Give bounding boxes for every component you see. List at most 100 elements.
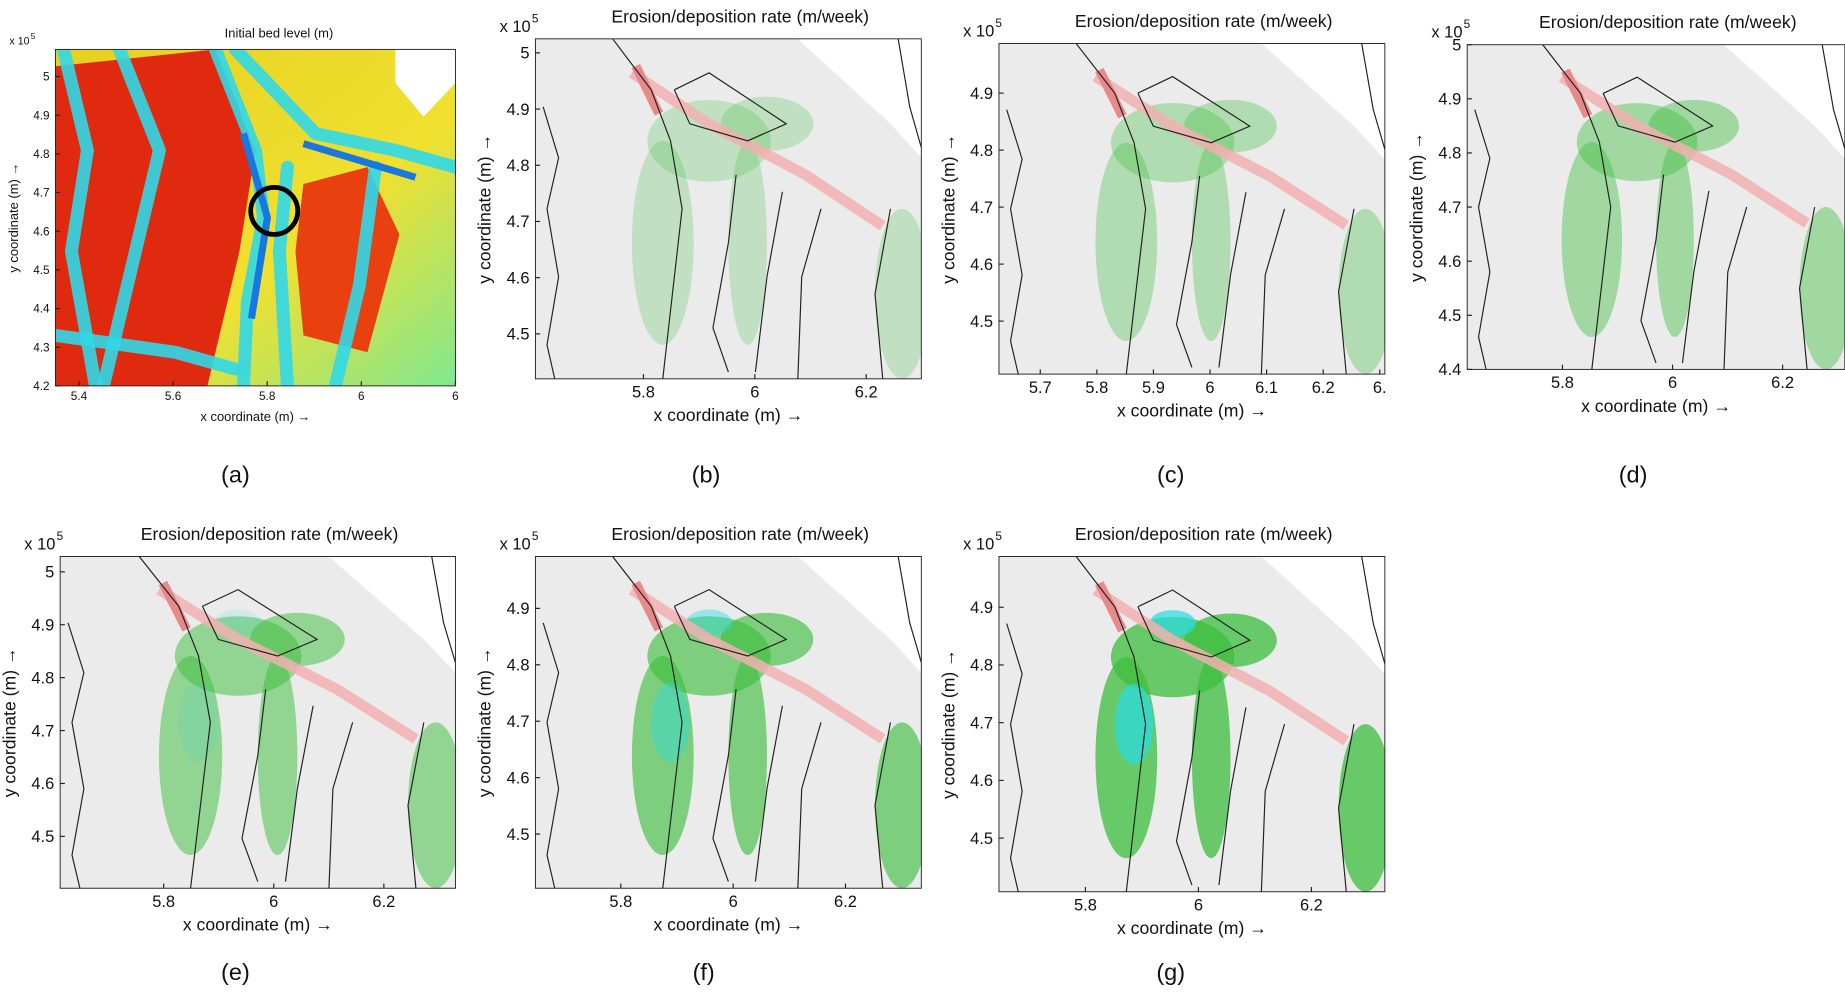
y-tick-label: 4.6 [970,256,993,274]
axis-exponent-power: 5 [532,12,539,25]
x-tick-label: 5.8 [259,390,276,403]
strong-deposition [651,682,690,763]
panel-caption: (a) [221,461,250,487]
x-tick-label: 5.4 [71,390,88,403]
plot-frame [534,556,922,889]
y-tick-label: 4.5 [507,826,530,844]
deposition-area [728,656,767,856]
contour-line [797,208,822,379]
y-axis-label: y coordinate (m) → [6,163,21,273]
y-tick-label: 4.9 [507,101,530,119]
plot-frame [59,556,456,889]
erosion-streak [629,585,886,744]
y-tick-label: 4.7 [970,199,993,217]
deposition-area [1561,142,1623,337]
map-image [55,49,456,386]
axis-exponent: x 10 [500,535,531,553]
contour-line [407,722,425,889]
contour-line [1218,192,1247,368]
x-tick-label: 6. [1373,379,1387,397]
bed-low [395,49,456,117]
contour-line [1681,190,1710,363]
contour-line [1260,208,1286,375]
y-tick-label: 4.5 [970,830,993,848]
y-axis-label: y coordinate (m) → [1407,132,1427,282]
contour-line [754,705,783,882]
y-tick-label: 4.5 [33,264,50,277]
contour-line [1798,206,1816,370]
deposition-area [1799,207,1845,370]
axis-exponent-power: 5 [31,32,36,41]
deposition-area [408,722,456,889]
y-tick-label: 5 [520,45,529,63]
x-tick-label: 5.7 [1029,379,1052,397]
deposition-area [1576,103,1698,182]
axis-exponent-power: 5 [57,530,64,543]
panel-caption: (c) [1157,461,1184,487]
x-tick-label: 6.2 [855,384,878,402]
erosion-streak [1092,585,1350,746]
deposition-area [158,656,223,856]
channel [272,160,294,386]
contour-line [328,722,354,889]
contour-line [897,38,922,148]
y-tick-label: 4.5 [970,313,993,331]
deposition-area [1110,103,1235,183]
contour-line [542,106,560,379]
contour-line [1175,690,1201,886]
x-axis-label: x coordinate (m) → [653,915,803,935]
x-tick-label: 5.8 [1551,374,1574,392]
axis-exponent-power: 5 [532,530,539,543]
y-tick-label: 4.6 [31,775,54,793]
erosion-streak [628,68,886,231]
y-tick-label: 4.9 [1438,91,1461,109]
axis-exponent: x 10 [963,535,994,553]
contour-line [1723,206,1748,370]
panel-title: Erosion/deposition rate (m/week) [1539,12,1797,32]
map-image [535,38,922,379]
deposition-area [631,140,694,345]
contour-line [1337,208,1355,375]
contour-line [1006,623,1023,892]
y-tick-label: 4.9 [970,599,993,617]
y-tick-label: 4.6 [507,269,530,287]
contour-line [1361,556,1385,664]
contour-line [874,208,892,379]
deposition-area [1656,142,1694,337]
map-image [535,556,922,889]
x-tick-label: 6 [358,390,365,403]
strong-deposition [1114,683,1154,765]
deposition-area [875,208,922,379]
panel-caption: (d) [1619,461,1648,487]
contour-line [1137,75,1252,144]
x-axis-label: x coordinate (m) → [1117,918,1267,938]
strong-deposition [178,682,219,763]
y-tick-label: 4.3 [33,341,50,354]
x-tick-label: 6 [1205,379,1214,397]
x-tick-label: 5.6 [165,390,182,403]
channel [208,49,270,386]
deposition-area [1095,142,1158,342]
x-axis-label: x coordinate (m) → [200,409,310,424]
deposition-area [1191,657,1231,859]
deposition-area [1338,724,1385,892]
y-tick-label: 4.2 [33,380,49,393]
panel-title: Initial bed level (m) [225,26,334,41]
contour-line [1006,109,1023,375]
contour-line [1542,44,1612,370]
channel [96,49,166,386]
channel-deep [240,132,271,320]
y-tick-label: 4.6 [970,772,993,790]
y-tick-label: 4.4 [1438,361,1461,379]
contour-line [1260,723,1286,892]
panel: 5.8 6 6.2 4.5 4.6 4.7 4.8 4.9 5 Erosion/depositio… [0,524,456,985]
contour-line [712,174,737,373]
y-axis-label: y coordinate (m) → [0,647,19,797]
y-tick-label: 4.5 [31,828,54,846]
y-tick-label: 4.7 [33,187,49,200]
contour-line [712,689,737,882]
y-tick-label: 4.9 [970,85,993,103]
deposition-area [1191,142,1231,342]
deposition-area [631,656,694,856]
y-tick-label: 4.8 [1438,145,1461,163]
